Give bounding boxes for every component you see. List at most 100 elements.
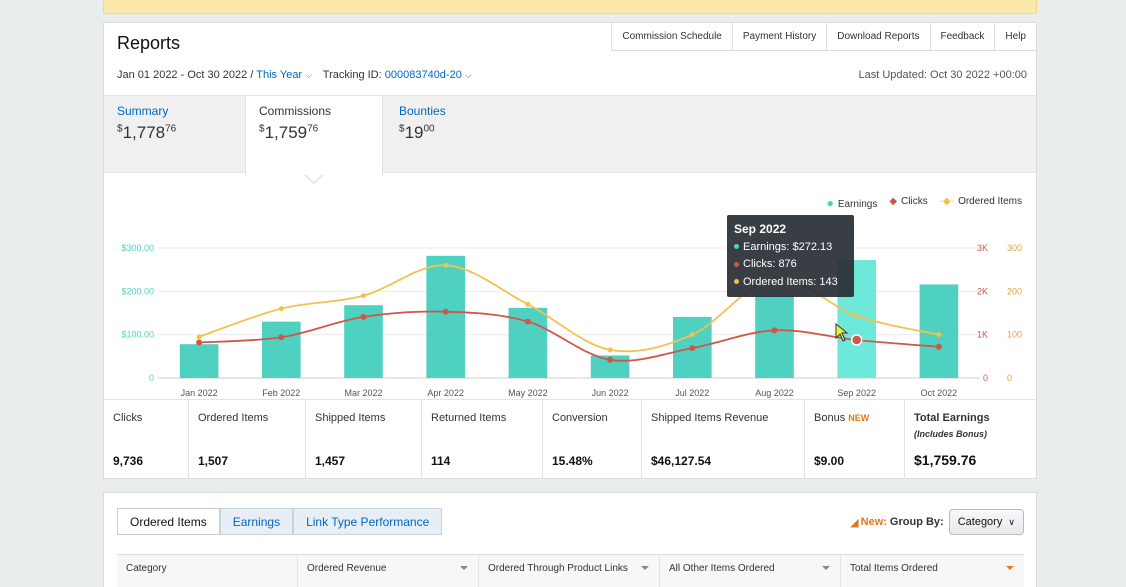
tooltip-earnings: Earnings: $272.13 xyxy=(734,239,847,257)
tooltip-title: Sep 2022 xyxy=(734,222,787,236)
feedback-link[interactable]: Feedback xyxy=(929,23,995,51)
tracking-label: Tracking ID: xyxy=(322,69,385,81)
point-clicks xyxy=(360,313,367,320)
x-tick-label: Mar 2022 xyxy=(344,388,382,398)
point-clicks xyxy=(689,345,696,352)
new-badge: NEW xyxy=(848,413,870,423)
point-ordered-items xyxy=(607,347,613,353)
left-tick-label: $300.00 xyxy=(121,243,154,253)
metrics-row: Clicks 9,736 Ordered Items 1,507 Shipped I… xyxy=(104,399,1036,479)
point-clicks xyxy=(771,327,778,334)
point-clicks xyxy=(442,308,449,315)
group-by-select[interactable]: Category ∨ xyxy=(948,509,1024,535)
point-ordered-items xyxy=(361,293,366,299)
metric-returned-items: Returned Items 114 xyxy=(422,400,543,479)
period-dropdown[interactable]: This Year xyxy=(256,69,303,81)
legend-clicks[interactable]: ◆ Clicks xyxy=(889,196,928,207)
point-clicks xyxy=(935,343,942,350)
chevron-down-icon[interactable]: ⌵ xyxy=(305,70,312,80)
left-tick-label: $200.00 xyxy=(121,286,154,296)
right-tick-label-clicks: 2K xyxy=(977,286,988,296)
metric-clicks: Clicks 9,736 xyxy=(104,400,189,479)
last-updated: Last Updated: Oct 30 2022 +00:00 xyxy=(858,69,1028,81)
tab-summary[interactable]: Summary $1,77876 xyxy=(104,96,242,174)
point-clicks xyxy=(278,334,285,341)
legend-ordered-items[interactable]: -◆- Ordered Items xyxy=(939,196,1022,207)
payment-history-link[interactable]: Payment History xyxy=(731,23,827,51)
tab-ordered-items[interactable]: Ordered Items xyxy=(117,508,220,535)
tracking-id-dropdown[interactable]: 000083740d-20 xyxy=(384,69,462,81)
tooltip-clicks: Clicks: 876 xyxy=(734,256,847,274)
group-by-label: Group By: xyxy=(889,516,944,528)
chevron-down-icon: ∨ xyxy=(1008,517,1015,527)
top-links: Commission Schedule Payment History Down… xyxy=(611,23,1036,51)
bar-earnings xyxy=(919,284,959,378)
tab-amount: $1,77876 xyxy=(117,123,177,142)
mouse-pointer-icon xyxy=(835,323,849,342)
right-tick-label-items: 300 xyxy=(1007,243,1022,253)
column-other-items[interactable]: All Other Items Ordered xyxy=(660,555,841,587)
x-tick-label: Oct 2022 xyxy=(921,388,958,398)
table-card: Ordered Items Earnings Link Type Perform… xyxy=(103,492,1037,587)
summary-tabs: Summary $1,77876 Commissions $1,75976 Bo… xyxy=(104,95,1036,176)
tab-earnings[interactable]: Earnings xyxy=(219,508,294,535)
right-tick-label-clicks: 0 xyxy=(983,373,988,383)
chart-tooltip: Sep 2022 Earnings: $272.13 Clicks: 876 O… xyxy=(727,215,854,297)
bar-earnings xyxy=(261,321,301,378)
table-tabs: Ordered Items Earnings Link Type Perform… xyxy=(117,508,443,535)
metric-bonus: Bonus NEW $9.00 xyxy=(805,400,905,479)
left-tick-label: $100.00 xyxy=(121,330,154,340)
point-ordered-items xyxy=(689,332,695,338)
sort-arrow-icon xyxy=(460,566,468,570)
point-ordered-items xyxy=(196,334,202,340)
point-ordered-items xyxy=(854,313,860,319)
help-link[interactable]: Help xyxy=(994,23,1036,51)
left-tick-label: 0 xyxy=(149,373,154,383)
point-clicks xyxy=(607,356,614,363)
diamond-line-icon: -◆- xyxy=(939,196,955,207)
column-total-items[interactable]: Total Items Ordered xyxy=(841,555,1024,587)
table-header: Category Ordered Revenue Ordered Through… xyxy=(117,554,1024,587)
column-ordered-through-links[interactable]: Ordered Through Product Links xyxy=(479,555,660,587)
sort-arrow-icon xyxy=(822,566,830,570)
active-tab-pointer xyxy=(304,174,324,184)
tab-bounties[interactable]: Bounties $1900 xyxy=(386,96,524,174)
earnings-chart[interactable]: 0 0 0 $100.00 1K 100 $200.00 2K 200 $300.00 3K 300 J… xyxy=(104,191,1036,399)
x-tick-label: Jan 2022 xyxy=(181,388,218,398)
sort-arrow-icon xyxy=(641,566,649,570)
notice-banner xyxy=(103,0,1037,14)
metric-shipped-items: Shipped Items 1,457 xyxy=(306,400,422,479)
column-ordered-revenue[interactable]: Ordered Revenue xyxy=(298,555,479,587)
filter-row: Jan 01 2022 - Oct 30 2022 / This Year ⌵ T… xyxy=(117,69,480,81)
diamond-icon: ◆ xyxy=(889,196,898,207)
sort-arrow-icon xyxy=(1006,566,1014,570)
metric-conversion: Conversion 15.48% xyxy=(543,400,642,479)
tab-link-type-performance[interactable]: Link Type Performance xyxy=(293,508,443,535)
x-tick-label: Feb 2022 xyxy=(262,388,300,398)
x-tick-label: Jun 2022 xyxy=(592,388,629,398)
commission-schedule-link[interactable]: Commission Schedule xyxy=(611,23,732,51)
point-ordered-items xyxy=(525,301,531,307)
metric-total-earnings: Total Earnings (Includes Bonus) $1,759.76 xyxy=(914,412,990,468)
date-range: Jan 01 2022 - Oct 30 2022 / xyxy=(117,69,257,81)
point-ordered-items xyxy=(278,306,284,312)
download-reports-link[interactable]: Download Reports xyxy=(826,23,930,51)
new-label: New: xyxy=(860,516,887,528)
tooltip-ordered: Ordered Items: 143 xyxy=(734,274,847,292)
bar-earnings xyxy=(755,296,794,378)
page-title: Reports xyxy=(117,33,181,53)
reports-card: Reports Commission Schedule Payment Hist… xyxy=(103,22,1037,479)
right-tick-label-clicks: 1K xyxy=(977,330,988,340)
column-category[interactable]: Category xyxy=(117,555,298,587)
right-tick-label-items: 200 xyxy=(1007,286,1022,296)
tab-label: Commissions xyxy=(259,104,332,118)
metric-shipped-revenue: Shipped Items Revenue $46,127.54 xyxy=(642,400,805,479)
legend-earnings[interactable]: ● Earnings xyxy=(826,196,878,210)
x-tick-label: Aug 2022 xyxy=(755,388,794,398)
tab-commissions[interactable]: Commissions $1,75976 xyxy=(245,96,383,176)
tab-label: Summary xyxy=(117,104,169,118)
point-clicks xyxy=(524,318,531,325)
tab-label: Bounties xyxy=(399,104,446,118)
chevron-down-icon[interactable]: ⌵ xyxy=(464,70,472,80)
tab-amount: $1900 xyxy=(399,123,435,142)
